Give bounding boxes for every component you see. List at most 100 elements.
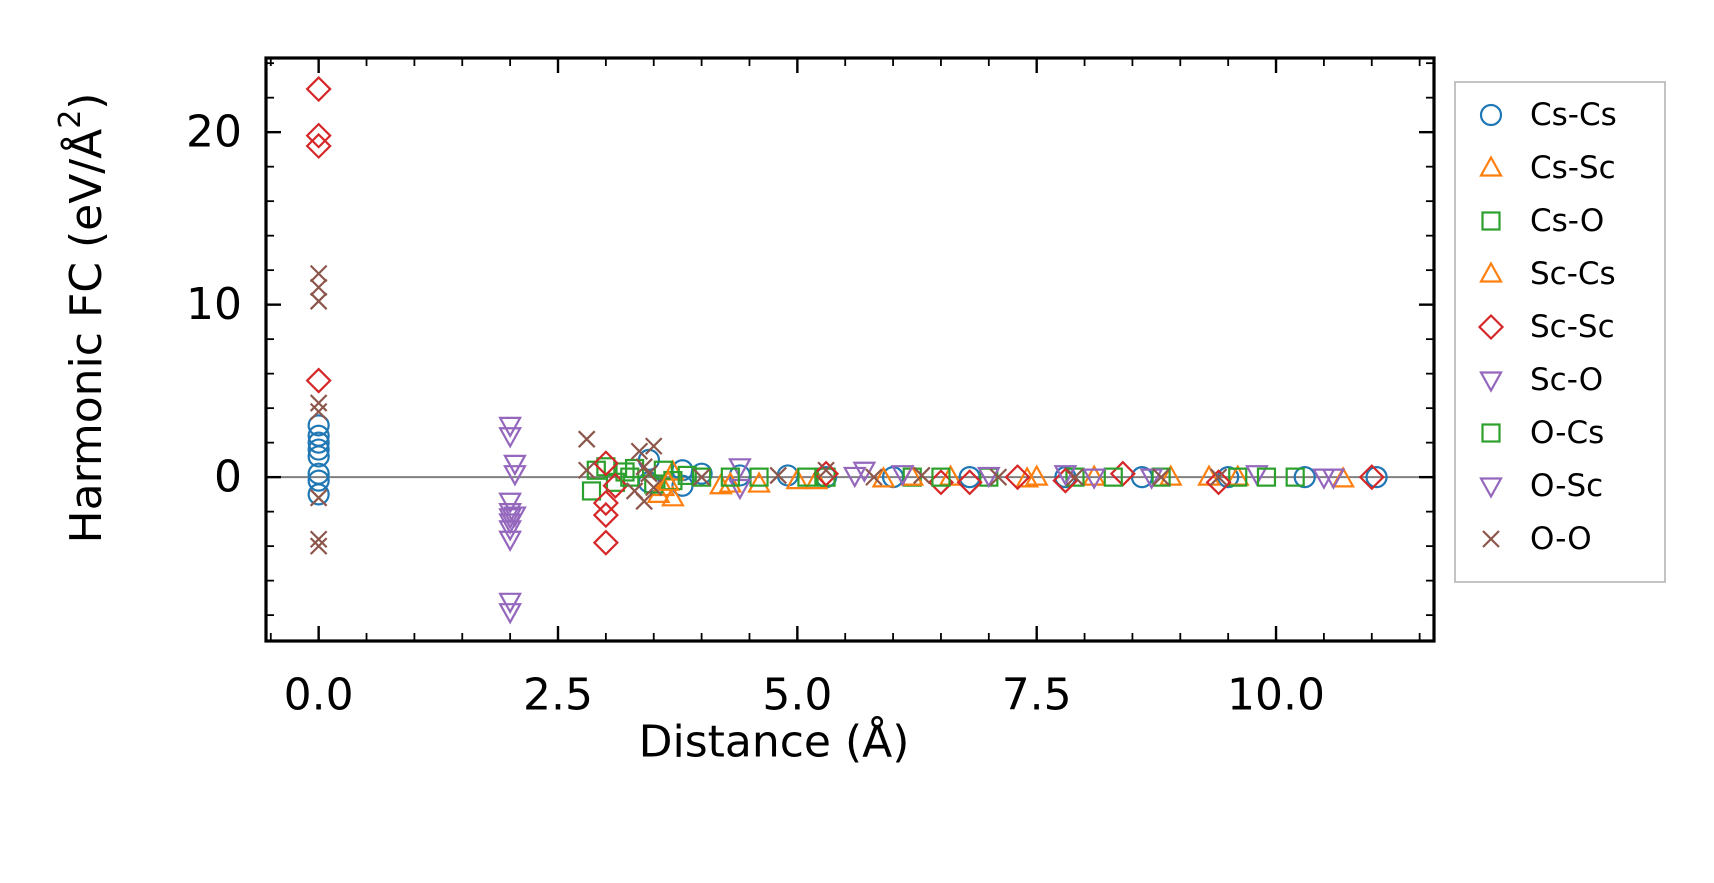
data-point-sc-o [498, 592, 523, 615]
data-point-o-o [309, 489, 328, 507]
data-point-sc-sc [1205, 469, 1232, 496]
data-point-o-o [635, 492, 653, 511]
x-tick-label: 2.5 [523, 670, 593, 721]
x-tick-label: 10.0 [1227, 670, 1325, 721]
legend-marker-sc-sc [1477, 313, 1505, 341]
legend-marker-o-cs [1481, 423, 1501, 443]
legend-items: Cs-Cs Cs-Sc Cs-O Sc-Cs Sc-Sc Sc-O O-Cs O-Sc O-O [1477, 97, 1617, 557]
data-point-sc-sc [592, 502, 619, 529]
data-point-sc-o [503, 465, 527, 487]
data-point-o-o [644, 437, 663, 455]
legend-item-cs-sc: Cs-Sc [1479, 150, 1616, 186]
legend-label-o-o: O-O [1530, 521, 1592, 557]
legend-marker-sc-o [1479, 371, 1503, 393]
legend-item-sc-sc: Sc-Sc [1477, 309, 1615, 345]
data-point-o-o [913, 466, 931, 485]
y-axis-label-main: Harmonic FC (eV/Å [59, 129, 112, 544]
legend-item-cs-cs: Cs-Cs [1479, 97, 1617, 133]
data-point-cs-cs [307, 483, 330, 506]
data-point-sc-sc [1004, 464, 1031, 491]
x-tick-label: 5.0 [762, 670, 832, 721]
data-point-sc-sc [592, 450, 619, 477]
data-point-o-sc [498, 508, 523, 530]
data-point-cs-cs [307, 431, 330, 454]
data-point-o-cs [931, 467, 951, 487]
data-point-cs-cs [1365, 466, 1388, 489]
data-point-o-sc [1082, 468, 1107, 490]
data-point-o-o [630, 442, 649, 461]
data-point-cs-cs [1293, 466, 1316, 489]
data-point-sc-o [503, 454, 527, 477]
data-point-sc-cs [718, 471, 743, 493]
legend-label-sc-sc: Sc-Sc [1530, 309, 1615, 345]
data-point-sc-sc [592, 489, 619, 517]
data-point-sc-o [890, 465, 915, 487]
data-point-o-cs [1256, 467, 1277, 487]
data-point-sc-o [498, 520, 523, 542]
data-point-cs-o [749, 467, 769, 487]
legend-label-sc-cs: Sc-Cs [1530, 256, 1616, 292]
data-point-o-sc [976, 466, 1001, 489]
data-point-cs-cs [307, 414, 330, 437]
legend-item-sc-cs: Sc-Cs [1479, 256, 1616, 292]
data-point-o-o [769, 466, 787, 485]
data-point-o-o [989, 468, 1008, 486]
series-o-sc [498, 466, 1346, 530]
data-point-o-o [644, 478, 663, 497]
data-point-cs-cs [690, 462, 713, 485]
data-point-cs-sc [1015, 466, 1039, 488]
legend-marker-o-sc [1479, 477, 1503, 499]
data-point-sc-sc [305, 132, 332, 160]
y-axis-label-close: ) [61, 93, 112, 110]
data-point-o-o [577, 430, 596, 448]
legend-marker-sc-cs [1479, 261, 1503, 283]
data-point-cs-o [581, 481, 602, 501]
y-axis-label: Harmonic FC (eV/Å2) [53, 93, 112, 544]
data-point-cs-o [692, 467, 712, 487]
data-point-o-sc [503, 506, 527, 528]
data-point-cs-sc [747, 471, 771, 493]
data-point-cs-cs [307, 469, 330, 492]
legend-item-o-cs: O-Cs [1481, 415, 1604, 451]
y-tick-label: 20 [186, 107, 242, 158]
data-point-cs-sc [661, 485, 685, 507]
data-point-sc-cs [785, 467, 810, 490]
data-point-o-cs [1103, 467, 1123, 487]
data-point-cs-sc [1082, 464, 1107, 486]
data-point-cs-cs [307, 438, 330, 461]
data-point-o-o [309, 292, 328, 310]
data-point-o-o [309, 402, 328, 421]
data-point-sc-o [498, 416, 523, 439]
legend-box [1454, 81, 1666, 583]
data-point-cs-o [1228, 467, 1248, 487]
data-point-sc-o [498, 503, 523, 525]
legend-item-sc-o: Sc-O [1479, 362, 1603, 398]
legend-marker-o-o [1482, 530, 1500, 548]
data-point-sc-o [498, 427, 523, 449]
data-point-cs-cs [307, 445, 330, 468]
legend-item-cs-o: Cs-O [1481, 203, 1604, 239]
y-axis-label-superscript: 2 [53, 110, 88, 129]
data-point-o-o [309, 394, 328, 412]
data-point-o-cs [677, 465, 697, 486]
data-point-o-o [1152, 468, 1170, 486]
legend-marker-cs-o [1481, 211, 1501, 231]
data-point-o-o [1209, 468, 1228, 486]
data-point-o-o [309, 537, 328, 555]
data-point-cs-o [1285, 467, 1305, 487]
data-point-o-o [817, 461, 835, 480]
legend-marker-cs-cs [1479, 103, 1503, 127]
legend-item-o-o: O-O [1482, 521, 1592, 557]
tick-labels-layer: 0.0 2.5 5.0 7.5 10.0 0 10 20 [186, 107, 1325, 721]
legend-label-sc-o: Sc-O [1530, 362, 1603, 398]
data-point-sc-o [498, 603, 523, 625]
data-point-sc-sc [592, 529, 619, 556]
data-point-sc-sc [305, 367, 332, 394]
legend-label-o-cs: O-Cs [1530, 415, 1604, 451]
data-point-sc-sc [305, 122, 332, 149]
data-point-sc-cs [656, 469, 680, 491]
data-point-cs-sc [651, 474, 676, 497]
data-point-sc-o [498, 492, 523, 515]
